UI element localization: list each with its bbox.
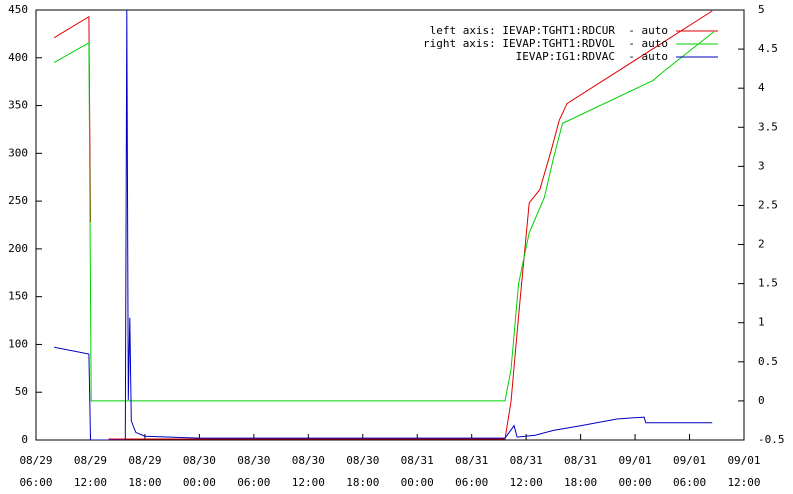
legend-label: right axis: IEVAP:TGHT1:RDVOL - auto [423,37,668,50]
y-tick-label: 350 [8,99,28,112]
x-tick-label: 08/29 12:00 [73,454,108,489]
series-line [53,31,715,402]
x-tick-label: 09/01 00:00 [618,454,652,489]
x-tick-label: 08/29 06:00 [19,454,53,489]
y-tick-label: 0 [21,433,28,446]
x-tick-label: 09/01 12:00 [727,454,761,489]
y2-tick-label: 0 [758,394,765,407]
y-tick-label: 200 [8,242,28,255]
y-tick-label: 250 [8,194,28,207]
x-tick-label: 08/30 06:00 [237,454,271,489]
plot-area [53,10,715,440]
y2-tick-label: 4 [758,81,765,94]
y-tick-label: 50 [15,385,28,398]
y-tick-label: 150 [8,290,28,303]
plot-border [35,9,745,441]
legend-label: left axis: IEVAP:TGHT1:RDCUR - auto [430,24,668,37]
x-tick-label: 08/31 06:00 [455,454,489,489]
y-tick-label: 400 [8,51,28,64]
x-tick-label: 09/01 06:00 [672,454,707,489]
series-line [53,10,713,440]
y2-tick-label: -0.5 [758,433,785,446]
y-tick-label: 300 [8,146,28,159]
y2-tick-label: 3.5 [758,120,778,133]
x-tick-label: 08/31 00:00 [400,454,434,489]
x-tick-label: 08/31 12:00 [509,454,543,489]
y2-tick-label: 2 [758,238,765,251]
x-tick-label: 08/30 00:00 [182,454,216,489]
x-tick-label: 08/30 18:00 [346,454,380,489]
x-tick-label: 08/31 18:00 [564,454,598,489]
y2-tick-label: 3 [758,159,765,172]
legend-label: IEVAP:IG1:RDVAC - auto [516,50,668,63]
y-tick-label: 450 [8,3,28,16]
x-tick-label: 08/30 12:00 [291,454,325,489]
y2-tick-label: 0.5 [758,355,778,368]
y2-tick-label: 5 [758,3,765,16]
y2-tick-label: 1 [758,316,765,329]
y2-tick-label: 2.5 [758,198,778,211]
y2-tick-label: 1.5 [758,277,778,290]
x-tick-label: 08/29 18:00 [128,454,162,489]
series-line [54,10,713,440]
y-tick-label: 100 [8,337,28,350]
y2-tick-label: 4.5 [758,42,778,55]
